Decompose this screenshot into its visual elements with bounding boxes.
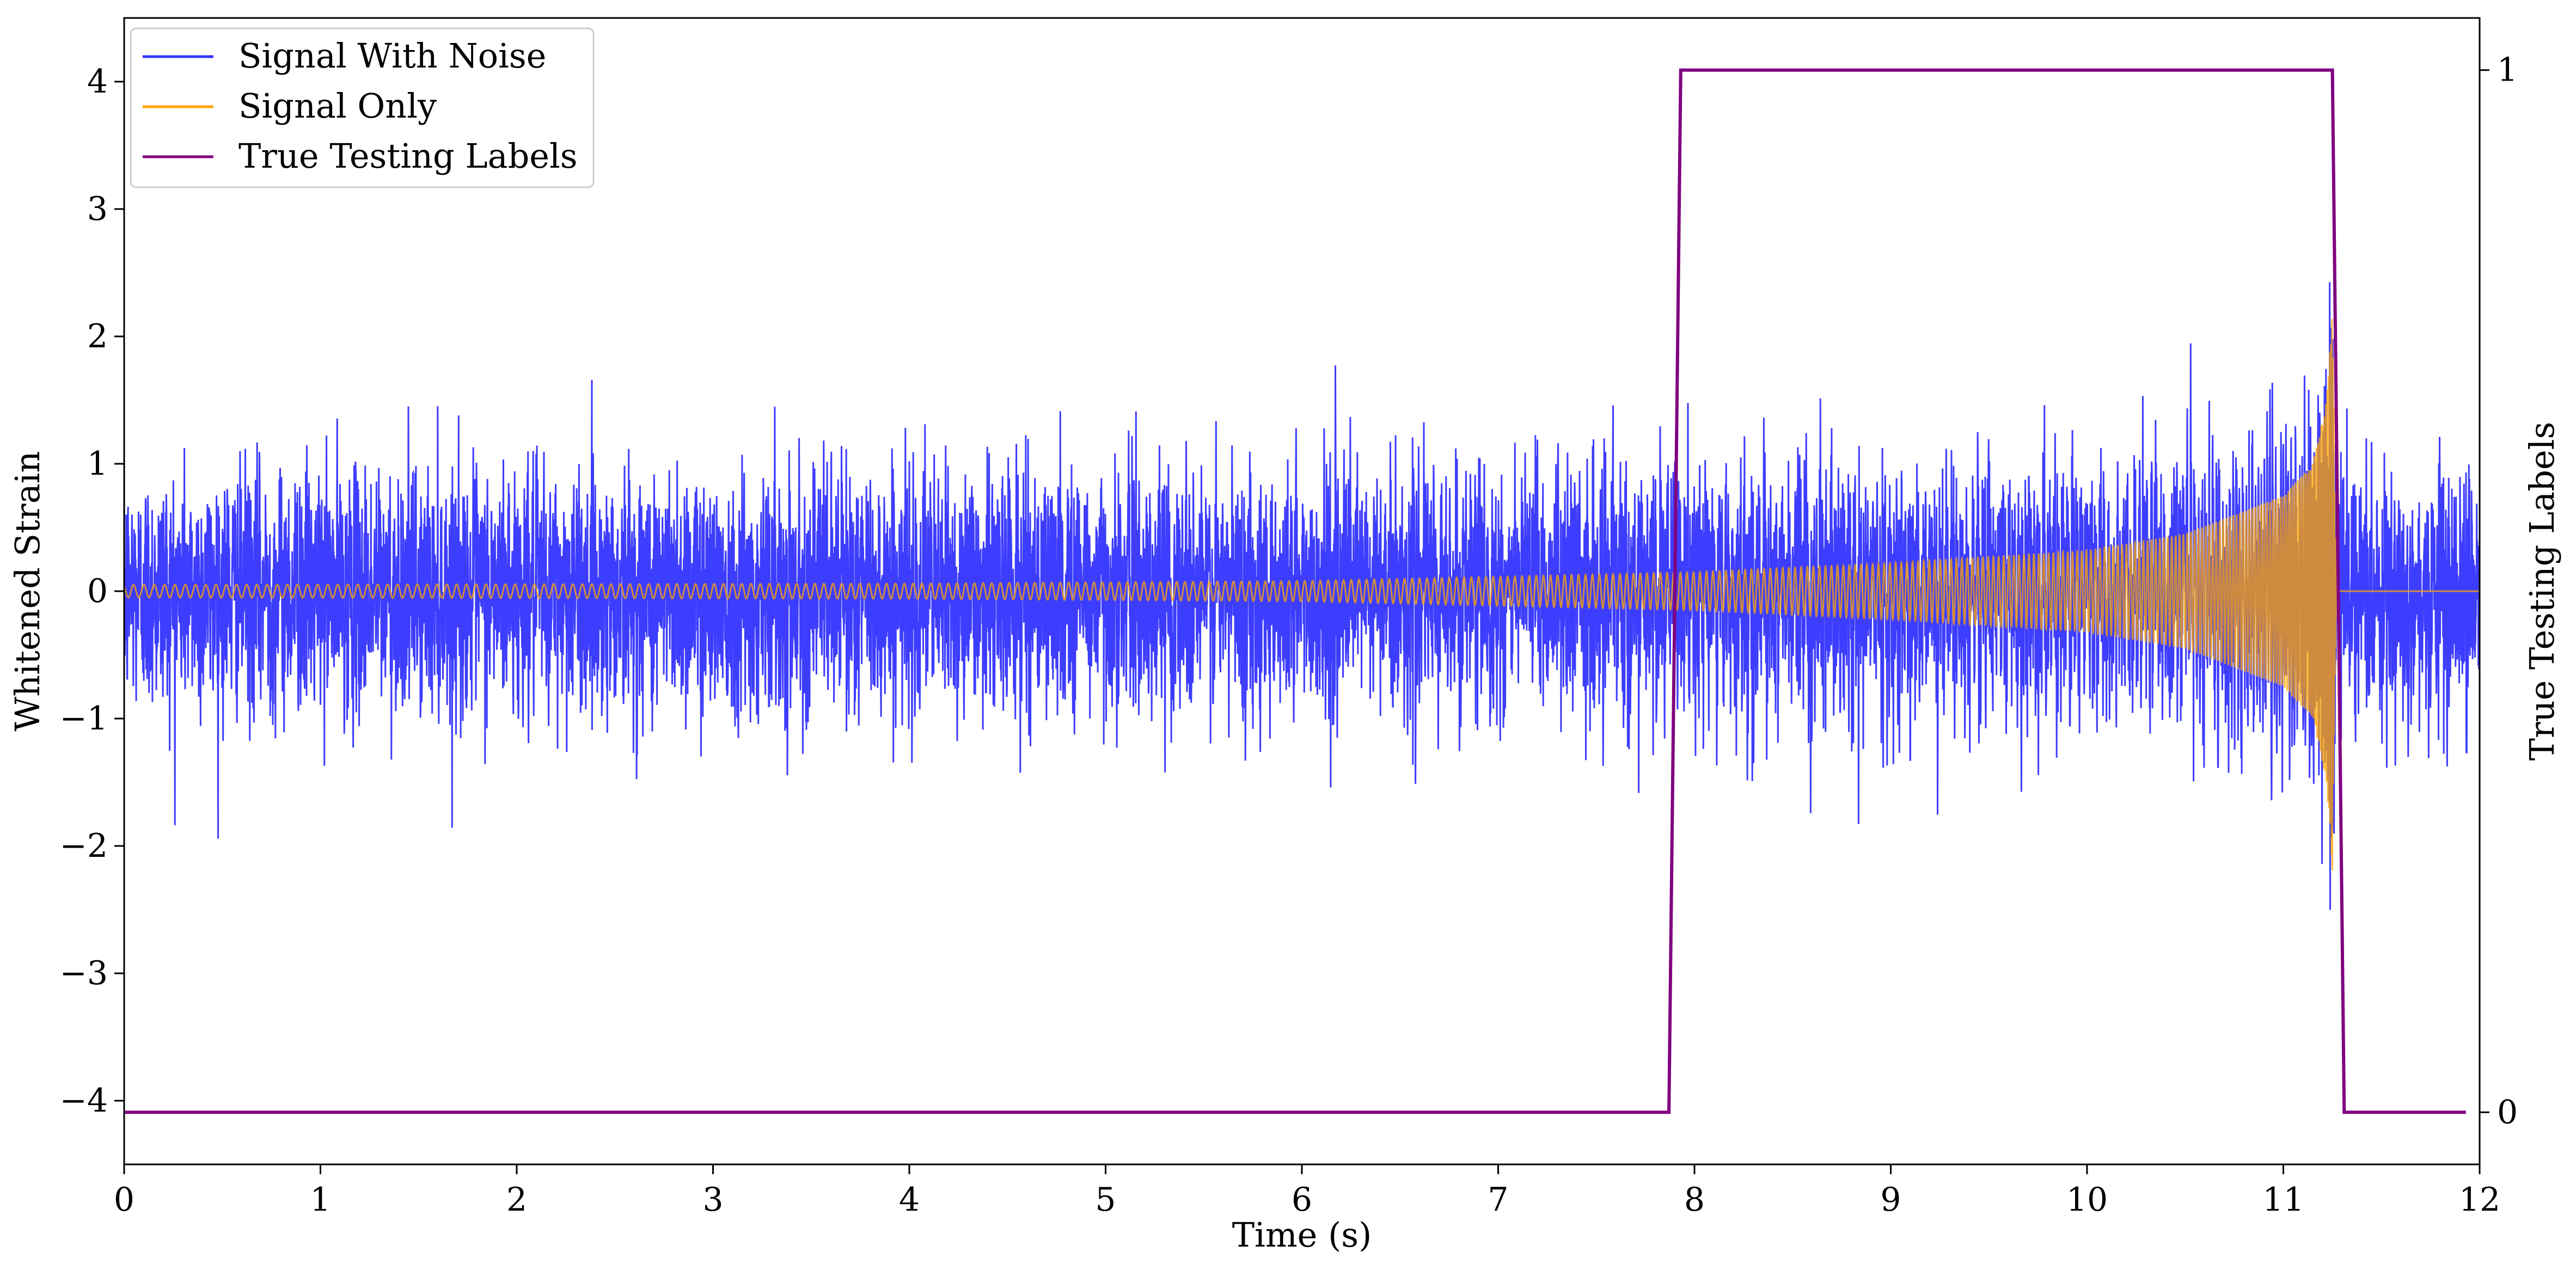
y-tick-label: 0 [87, 572, 108, 610]
x-tick-label: 3 [702, 1181, 723, 1219]
x-tick-label: 5 [1095, 1181, 1116, 1219]
legend-label-signal-only: Signal Only [238, 86, 437, 126]
y2-axis-label: True Testing Labels [2522, 422, 2562, 761]
legend: Signal With Noise Signal Only True Testi… [131, 28, 593, 187]
x-tick-label: 7 [1488, 1181, 1508, 1219]
y-tick-label: −2 [60, 827, 108, 865]
x-tick-label: 1 [310, 1181, 331, 1219]
y-tick-label: −1 [60, 700, 108, 738]
y2-tick-label: 1 [2497, 51, 2518, 89]
x-tick-label: 2 [506, 1181, 527, 1219]
y-tick-label: 2 [87, 317, 108, 355]
y2-axis: 01 [2480, 51, 2518, 1132]
y-axis: −4 −3 −2 −1 0 1 2 3 4 [60, 63, 124, 1120]
x-axis-label: Time (s) [1232, 1215, 1372, 1255]
y-tick-label: −4 [60, 1082, 108, 1120]
x-tick-label: 11 [2262, 1181, 2304, 1219]
x-tick-label: 6 [1292, 1181, 1312, 1219]
y-tick-label: −3 [60, 954, 108, 992]
x-tick-label: 12 [2459, 1181, 2500, 1219]
x-tick-label: 8 [1684, 1181, 1705, 1219]
y-tick-label: 4 [87, 63, 108, 101]
x-tick-label: 0 [114, 1181, 134, 1219]
y-tick-label: 3 [87, 190, 108, 228]
y2-tick-label: 0 [2497, 1093, 2518, 1131]
x-tick-label: 4 [899, 1181, 920, 1219]
legend-label-true-testing-labels: True Testing Labels [238, 136, 578, 176]
y-axis-label: Whitened Strain [8, 451, 47, 732]
x-tick-label: 10 [2066, 1181, 2108, 1219]
x-axis: 0 1 2 3 4 5 6 7 8 9 10 11 12 [114, 1164, 2500, 1219]
legend-label-signal-with-noise: Signal With Noise [238, 36, 546, 76]
y-tick-label: 1 [87, 445, 108, 483]
x-tick-label: 9 [1880, 1181, 1901, 1219]
